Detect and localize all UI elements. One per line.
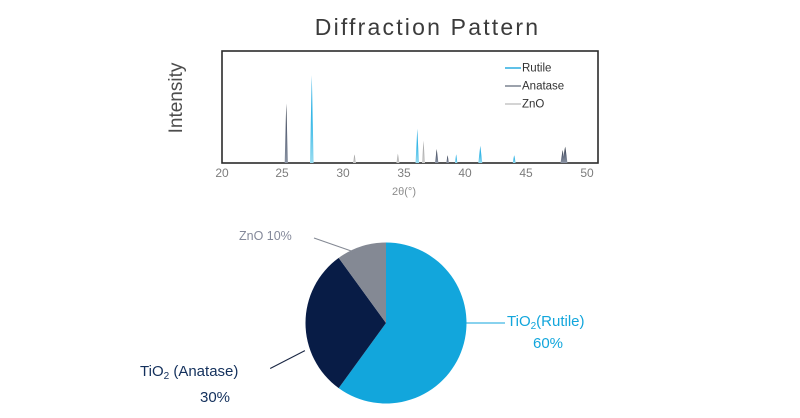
svg-text:30%: 30% [200,389,230,406]
svg-text:50: 50 [580,166,594,180]
svg-text:45: 45 [519,166,533,180]
svg-text:30: 30 [336,166,350,180]
svg-text:60%: 60% [533,335,563,352]
svg-text:TiO2(Rutile): TiO2(Rutile) [507,313,585,332]
svg-text:ZnO 10%: ZnO 10% [239,229,292,243]
svg-text:20: 20 [215,166,229,180]
svg-text:25: 25 [275,166,289,180]
svg-text:Rutile: Rutile [522,63,551,75]
svg-text:ZnO: ZnO [522,99,544,111]
svg-text:35: 35 [397,166,411,180]
svg-text:40: 40 [458,166,472,180]
svg-text:TiO2 (Anatase): TiO2 (Anatase) [140,363,238,382]
svg-text:2θ(°): 2θ(°) [392,186,416,198]
svg-text:Anatase: Anatase [522,81,564,93]
